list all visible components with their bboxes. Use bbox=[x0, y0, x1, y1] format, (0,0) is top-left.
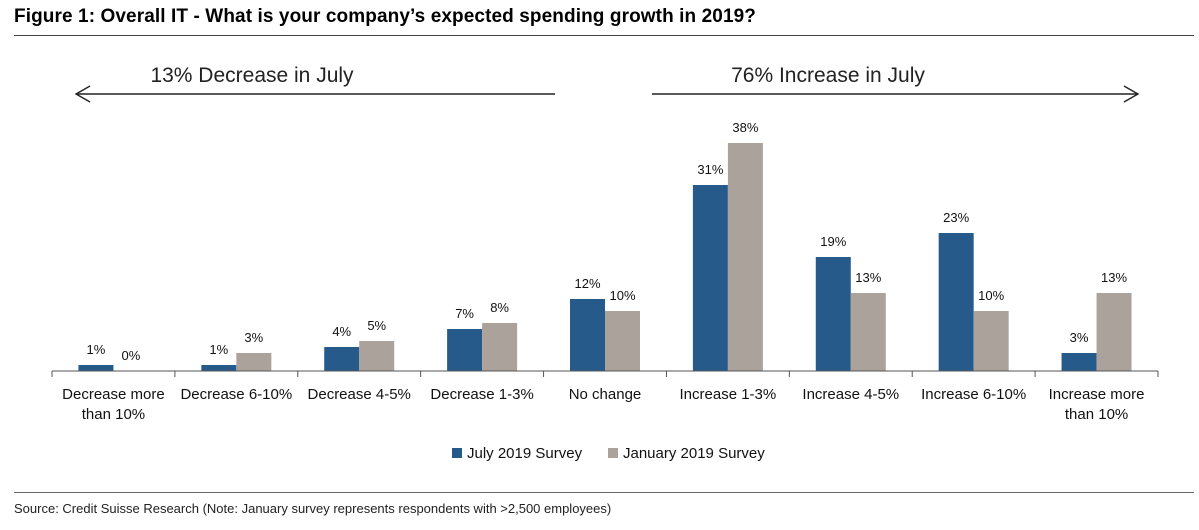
data-label-january-0: 0% bbox=[122, 348, 141, 363]
data-label-january-6: 13% bbox=[855, 270, 881, 285]
x-tick-label-6: Increase 4-5% bbox=[802, 386, 899, 403]
increase-annotation: 76% Increase in July bbox=[652, 64, 1140, 103]
bar-july-6 bbox=[815, 257, 851, 371]
decrease-annotation: 13% Decrease in July bbox=[74, 64, 555, 103]
x-tick-label-4: No change bbox=[569, 386, 642, 403]
bar-january-6 bbox=[850, 293, 886, 371]
bar-january-1 bbox=[236, 353, 272, 371]
data-label-july-0: 1% bbox=[87, 342, 106, 357]
data-label-january-3: 8% bbox=[490, 300, 509, 315]
data-label-january-4: 10% bbox=[609, 288, 635, 303]
legend-label-july: July 2019 Survey bbox=[467, 445, 583, 462]
data-label-july-4: 12% bbox=[574, 276, 600, 291]
x-tick-label-0: Decrease more bbox=[62, 386, 165, 403]
bar-july-3 bbox=[447, 329, 483, 371]
bar-july-5 bbox=[692, 185, 728, 371]
legend-swatch-july bbox=[452, 448, 462, 458]
bar-january-8 bbox=[1096, 293, 1132, 371]
data-label-january-7: 10% bbox=[978, 288, 1004, 303]
bar-july-1 bbox=[201, 365, 237, 371]
increase-annotation-label: 76% Increase in July bbox=[731, 64, 925, 87]
legend-swatch-january bbox=[608, 448, 618, 458]
bar-january-4 bbox=[605, 311, 640, 371]
bar-chart: 13% Decrease in July 76% Increase in Jul… bbox=[51, 64, 1159, 462]
x-tick-label-8: than 10% bbox=[1065, 406, 1128, 423]
bar-january-7 bbox=[973, 311, 1009, 371]
legend-label-january: January 2019 Survey bbox=[623, 445, 765, 462]
bar-january-2 bbox=[359, 341, 395, 371]
legend: July 2019 Survey January 2019 Survey bbox=[452, 445, 765, 462]
data-label-july-6: 19% bbox=[820, 234, 846, 249]
bar-january-3 bbox=[482, 323, 518, 371]
data-label-july-3: 7% bbox=[455, 306, 474, 321]
data-label-january-2: 5% bbox=[367, 318, 386, 333]
data-label-july-1: 1% bbox=[209, 342, 228, 357]
bars-layer bbox=[78, 143, 1132, 371]
x-tick-label-1: Decrease 6-10% bbox=[180, 386, 292, 403]
data-label-july-2: 4% bbox=[332, 324, 351, 339]
x-tick-label-3: Decrease 1-3% bbox=[430, 386, 533, 403]
bar-july-0 bbox=[78, 365, 114, 371]
x-tick-label-2: Decrease 4-5% bbox=[308, 386, 411, 403]
x-tick-label-8: Increase more bbox=[1049, 386, 1145, 403]
decrease-annotation-label: 13% Decrease in July bbox=[150, 64, 354, 87]
data-labels-layer: 1% 0% 1% 3% 4% 5% 7% 8% 12% 10% 31% 38% 19% 13% 23% 10%… bbox=[87, 120, 1128, 363]
bar-july-8 bbox=[1061, 353, 1097, 371]
bar-january-5 bbox=[727, 143, 763, 371]
source-divider bbox=[14, 492, 1194, 493]
x-tick-label-5: Increase 1-3% bbox=[680, 386, 777, 403]
title-divider bbox=[14, 35, 1194, 36]
figure-title: Figure 1: Overall IT - What is your comp… bbox=[14, 6, 757, 27]
data-label-january-1: 3% bbox=[244, 330, 263, 345]
decrease-arrow-head bbox=[74, 85, 91, 103]
bar-july-4 bbox=[570, 299, 605, 371]
increase-arrow-head bbox=[1123, 85, 1140, 103]
data-label-january-8: 13% bbox=[1101, 270, 1127, 285]
x-tick-label-7: Increase 6-10% bbox=[921, 386, 1026, 403]
x-tick-label-0: than 10% bbox=[82, 406, 145, 423]
x-axis: Decrease more than 10% Decrease 6-10% Decre… bbox=[51, 370, 1159, 423]
data-label-july-5: 31% bbox=[697, 162, 723, 177]
bar-july-2 bbox=[324, 347, 360, 371]
data-label-january-5: 38% bbox=[732, 120, 758, 135]
data-label-july-7: 23% bbox=[943, 210, 969, 225]
bar-july-7 bbox=[938, 233, 974, 371]
source-note: Source: Credit Suisse Research (Note: Ja… bbox=[14, 501, 612, 516]
data-label-july-8: 3% bbox=[1070, 330, 1089, 345]
